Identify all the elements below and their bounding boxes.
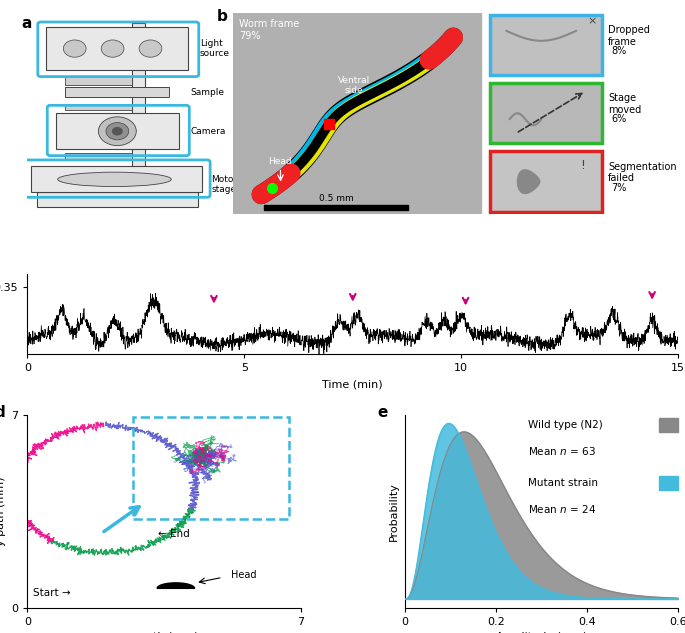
Ellipse shape — [58, 172, 171, 187]
Bar — [132, 23, 145, 203]
Polygon shape — [517, 170, 540, 194]
Bar — [490, 83, 602, 144]
Text: Stage
moved: Stage moved — [608, 94, 641, 115]
Ellipse shape — [106, 123, 129, 140]
Bar — [490, 151, 602, 212]
Bar — [65, 77, 132, 84]
Text: 8%: 8% — [611, 46, 627, 56]
Ellipse shape — [64, 40, 86, 57]
Bar — [659, 418, 678, 432]
Bar — [47, 27, 188, 70]
Text: !: ! — [580, 159, 585, 172]
Text: 79%: 79% — [239, 31, 260, 41]
X-axis label: x path (mm): x path (mm) — [129, 632, 199, 633]
Bar — [65, 153, 132, 160]
Y-axis label: y path (mm): y path (mm) — [0, 477, 5, 546]
Text: Head: Head — [268, 156, 291, 166]
Text: ← End: ← End — [158, 529, 190, 539]
Text: Start →: Start → — [34, 588, 71, 598]
Text: Light
source: Light source — [200, 39, 229, 58]
Polygon shape — [157, 583, 195, 588]
Bar — [490, 15, 602, 75]
Bar — [659, 477, 678, 490]
Text: 6%: 6% — [611, 115, 627, 124]
Bar — [233, 13, 481, 214]
Text: Dropped
frame: Dropped frame — [608, 25, 650, 47]
Text: Segmentation
failed: Segmentation failed — [608, 162, 677, 184]
Bar — [490, 83, 602, 144]
Text: a: a — [22, 16, 32, 30]
Ellipse shape — [139, 40, 162, 57]
X-axis label: Time (min): Time (min) — [323, 379, 383, 389]
Bar — [490, 15, 602, 75]
Bar — [32, 166, 201, 192]
Y-axis label: Probability: Probability — [389, 482, 399, 541]
Ellipse shape — [99, 117, 136, 146]
Bar — [264, 204, 408, 210]
Bar — [133, 417, 289, 520]
Text: Wild type (N2): Wild type (N2) — [527, 420, 603, 430]
Bar — [37, 192, 198, 206]
Text: d: d — [0, 405, 5, 420]
Text: Mutant strain: Mutant strain — [527, 479, 598, 488]
Text: Ventral
side: Ventral side — [338, 76, 370, 95]
Text: Head: Head — [231, 570, 256, 580]
Text: Worm frame: Worm frame — [239, 19, 299, 28]
X-axis label: Amplitude (mm): Amplitude (mm) — [496, 632, 587, 633]
Text: Mean $n$ = 63: Mean $n$ = 63 — [527, 446, 595, 458]
Text: Sample: Sample — [190, 88, 224, 97]
Text: 7%: 7% — [611, 183, 627, 192]
Bar — [490, 151, 602, 212]
Bar — [65, 87, 169, 97]
Text: 0.5 mm: 0.5 mm — [319, 194, 353, 203]
Text: b: b — [216, 9, 227, 23]
Ellipse shape — [112, 128, 122, 135]
Bar — [55, 113, 179, 149]
Bar — [65, 104, 132, 110]
Text: Mean $n$ = 24: Mean $n$ = 24 — [527, 503, 596, 515]
Text: Motorized
stage: Motorized stage — [211, 175, 256, 194]
Text: e: e — [377, 405, 388, 420]
Text: ×: × — [588, 16, 597, 27]
Text: Camera: Camera — [190, 127, 225, 135]
Ellipse shape — [101, 40, 124, 57]
